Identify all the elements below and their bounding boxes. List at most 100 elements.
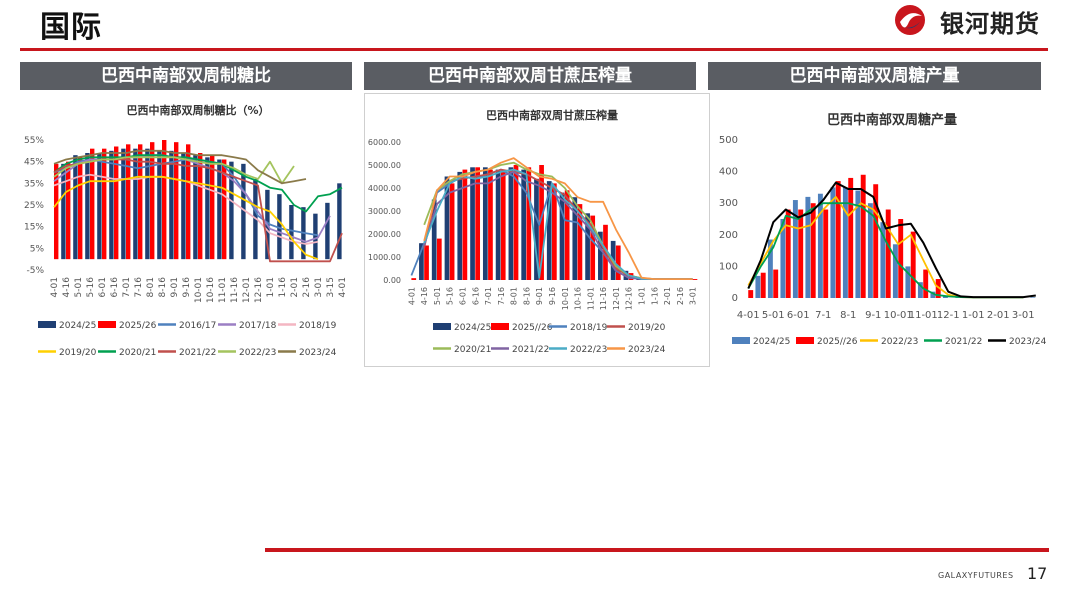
bar-2025-26 <box>150 142 155 260</box>
x-tick-label: 5-01 <box>74 277 84 297</box>
bar-2024-25 <box>85 153 90 260</box>
bar-2024-25 <box>145 148 150 260</box>
x-tick-label: 12-1 <box>937 310 960 321</box>
legend-label: 2021/22 <box>179 348 216 358</box>
bar-2024-25 <box>444 176 450 280</box>
bar-2025--26 <box>436 238 442 280</box>
bar-2024-25 <box>181 153 186 260</box>
bar-2024-25 <box>585 213 590 280</box>
bar-2024-25 <box>157 150 162 260</box>
y-tick-label: 15% <box>24 223 44 233</box>
bar-2024-25 <box>546 181 552 280</box>
bar-2025--26 <box>615 245 621 280</box>
x-tick-label: 6-16 <box>110 277 120 298</box>
x-tick-label: 10-16 <box>574 287 583 310</box>
bar-2024-25 <box>61 163 66 260</box>
bar-2025--26 <box>835 181 841 298</box>
line-2023-24 <box>747 181 1036 299</box>
x-tick-label: 5-01 <box>762 310 785 321</box>
bar-2024-25 <box>780 219 786 298</box>
line-2019-20 <box>53 175 319 261</box>
bar-2024-25 <box>521 169 527 280</box>
y-tick-label: 1000.00 <box>368 253 401 262</box>
bar-2024-25 <box>482 167 488 280</box>
legend-swatch <box>98 321 116 328</box>
x-tick-label: 5-01 <box>433 287 442 305</box>
x-tick-label: 4-16 <box>420 287 429 305</box>
y-tick-label: 300 <box>719 198 738 209</box>
bar-2024-25 <box>169 150 174 260</box>
x-tick-label: 3-01 <box>1012 310 1035 321</box>
bar-2024-25 <box>1030 297 1036 298</box>
panel-header-sugar-mix: 巴西中南部双周制糖比 <box>20 62 352 90</box>
legend-label: 2023/24 <box>628 345 666 355</box>
y-tick-label: 5% <box>30 244 45 254</box>
chart-panel-sugar-mix: 巴西中南部双周制糖比（%） 55% 45% 35% 25% 15% 5% -5% 4-01 4-1… <box>20 92 352 370</box>
bar-2025--26 <box>935 279 941 298</box>
bar-2025--26 <box>500 171 506 280</box>
bar-2024-25 <box>867 203 873 298</box>
bar-2024-25 <box>930 291 936 298</box>
cane-crush-chart: 巴西中南部双周甘蔗压榨量 6000.00 5000.00 4000.00 3000.00… <box>368 108 698 355</box>
bar-2024-25 <box>559 192 565 280</box>
bar-2024-25 <box>855 190 861 298</box>
x-tick-label: 10-01 <box>194 277 204 303</box>
bar-2025--26 <box>748 290 754 298</box>
x-tick-label: 2-01 <box>663 287 672 305</box>
line-2022-23 <box>53 156 295 185</box>
bar-2025--26 <box>590 215 596 280</box>
bar-2024-25 <box>942 296 948 298</box>
bar-2024-25 <box>289 205 294 260</box>
bar-2024-25 <box>534 178 539 280</box>
x-tick-label: 4-01 <box>407 287 416 305</box>
x-tick-label: 4-01 <box>737 310 760 321</box>
x-tick-label: 10-01 <box>884 310 913 321</box>
line-2023-24 <box>423 157 693 280</box>
bar-2025-26 <box>114 146 119 260</box>
bar-2025-26 <box>210 155 215 260</box>
x-tick-label: 11-16 <box>230 277 240 303</box>
x-tick-label: 7-1 <box>815 310 831 321</box>
x-tick-label: 12-01 <box>612 287 621 310</box>
x-tick-label: 9-1 <box>865 310 881 321</box>
bar-2025--26 <box>910 231 916 298</box>
bar-2025-26 <box>186 144 191 260</box>
bar-2024-25 <box>470 167 475 280</box>
bar-2024-25 <box>457 171 463 280</box>
legend-label: 2025/26 <box>119 321 157 331</box>
bar-2025--26 <box>513 165 519 280</box>
bar-2024-25 <box>880 222 886 298</box>
bar-2024-25 <box>830 187 836 298</box>
x-tick-label: 12-01 <box>242 277 252 303</box>
x-tick-label: 7-16 <box>497 287 506 305</box>
company-logo-icon <box>895 5 925 35</box>
y-tick-label: 3000.00 <box>368 207 401 216</box>
bar-2025--26 <box>449 183 455 280</box>
x-tick-label: 10-01 <box>561 287 570 310</box>
legend-label: 2024/25 <box>454 323 491 333</box>
legend-swatch <box>732 337 750 344</box>
bar-2024-25 <box>767 239 773 298</box>
legend-label: 2021/22 <box>512 345 549 355</box>
panel-header-sugar-output: 巴西中南部双周糖产量 <box>708 62 1041 90</box>
legend-label: 2016/17 <box>179 321 216 331</box>
bar-2024-25 <box>917 282 923 298</box>
bar-2024-25 <box>572 197 578 280</box>
x-tick-label: 11-01 <box>586 287 595 310</box>
bar-2024-25 <box>805 196 811 298</box>
x-tick-label: 2-01 <box>987 310 1010 321</box>
x-tick-label: 6-01 <box>787 310 810 321</box>
bar-2024-25 <box>817 193 823 298</box>
line-2020-21 <box>53 154 343 213</box>
panel-header-cane-crush: 巴西中南部双周甘蔗压榨量 <box>364 62 696 90</box>
legend-label: 2023/24 <box>299 348 337 358</box>
x-tick-label: 8-01 <box>510 287 519 305</box>
footer-brand: GALAXYFUTURES <box>938 571 1014 580</box>
x-tick-label: 4-16 <box>62 277 72 298</box>
bar-2025-26 <box>78 157 83 260</box>
y-tick-label: 5000.00 <box>368 161 401 170</box>
x-tick-label: 11-01 <box>909 310 938 321</box>
x-tick-label: 12-16 <box>625 287 634 310</box>
y-tick-label: 2000.00 <box>368 230 401 239</box>
legend-label: 2024/25 <box>753 337 790 347</box>
